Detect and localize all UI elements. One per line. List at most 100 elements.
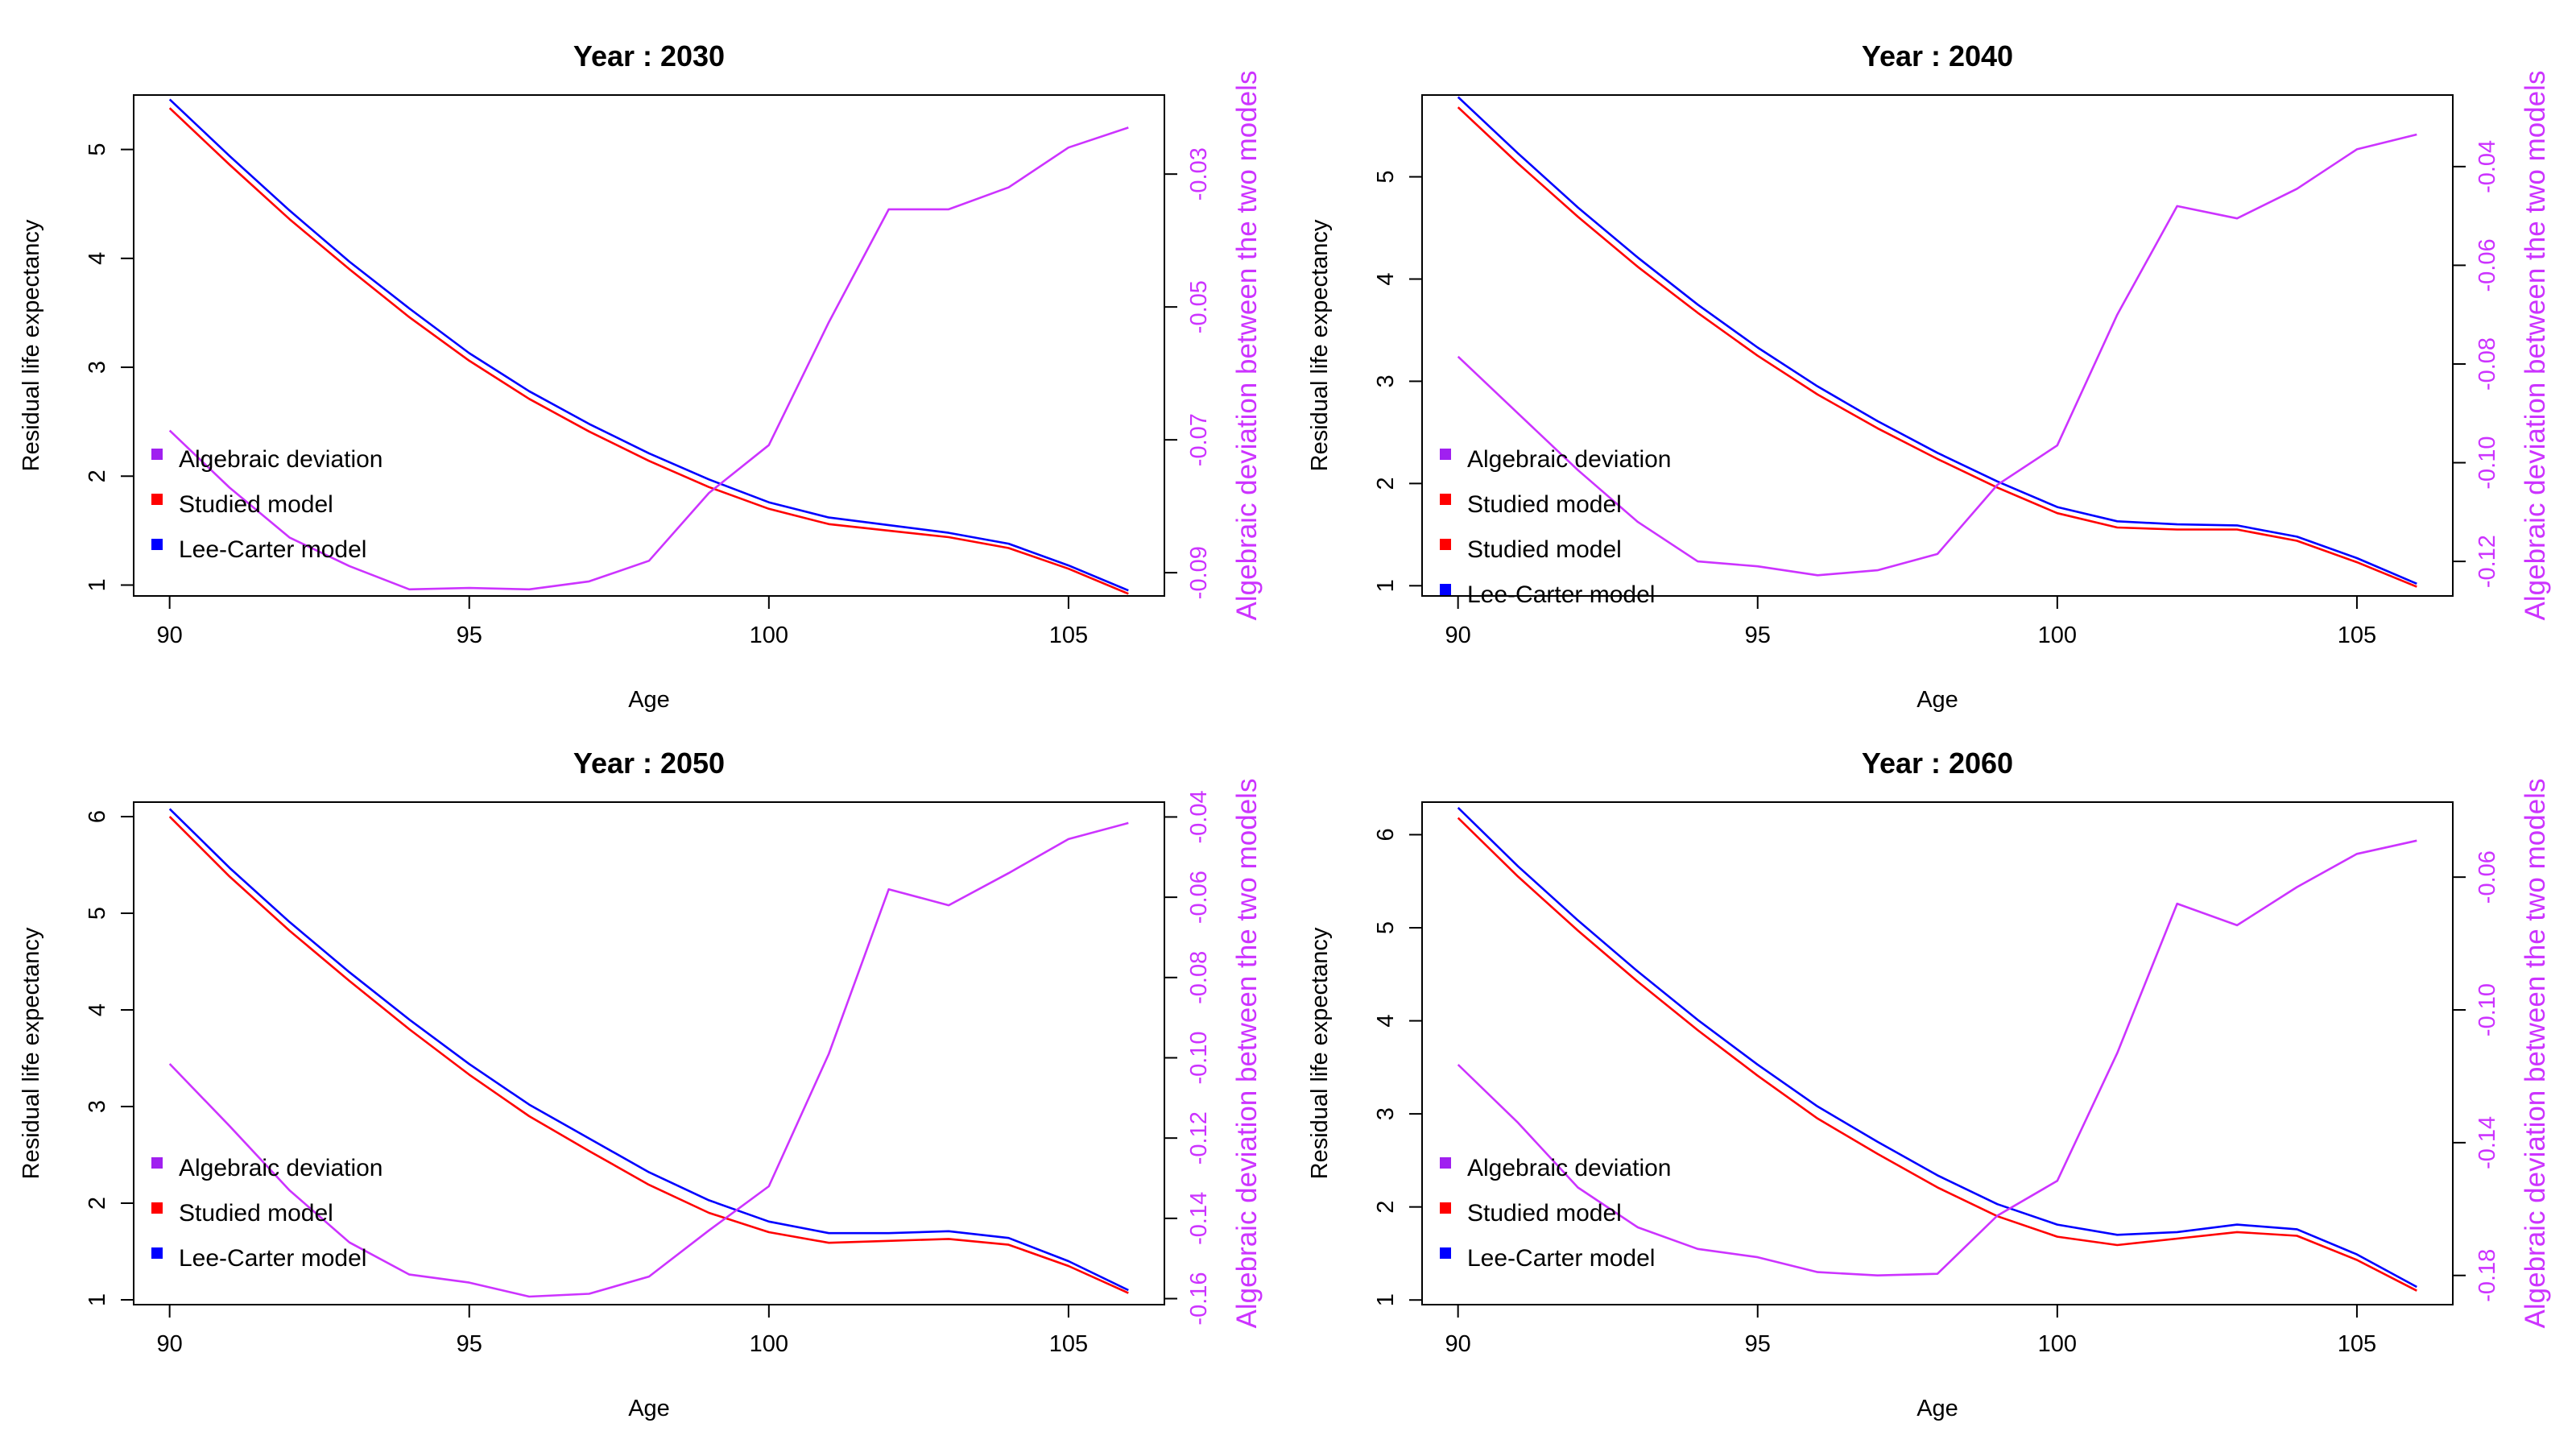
legend-swatch xyxy=(1440,494,1451,505)
legend-swatch xyxy=(151,449,163,460)
x-tick-label: 100 xyxy=(2038,1331,2077,1357)
y2-tick-label: -0.04 xyxy=(2475,140,2500,193)
y2-tick-label: -0.05 xyxy=(1186,280,1212,333)
y2-tick-label: -0.18 xyxy=(2475,1249,2500,1302)
legend-label: Studied model xyxy=(1467,491,1622,518)
y2-axis-label: Algebraic deviation between the two mode… xyxy=(1231,71,1263,621)
legend: Algebraic deviation Studied model Lee-Cart… xyxy=(1440,1155,1672,1272)
legend-label: Studied model xyxy=(1467,536,1622,563)
y2-tick-label: -0.10 xyxy=(2475,983,2500,1036)
y2-tick-label: -0.06 xyxy=(1186,871,1212,924)
x-tick-label: 105 xyxy=(2338,1331,2376,1357)
series-line-studied-model xyxy=(168,107,1129,595)
chart-panel-0: Year : 2030 90 95 100 105 Age 1 2 3 4 5 Residual li… xyxy=(19,39,1263,713)
x-tick-label: 95 xyxy=(457,1331,482,1357)
legend-swatch xyxy=(1440,1157,1451,1169)
x-axis-label: Age xyxy=(1916,687,1958,713)
legend-label: Lee-Carter model xyxy=(1467,581,1655,608)
y-tick-label: 6 xyxy=(1373,828,1399,841)
plot-frame xyxy=(133,94,1165,597)
chart-title: Year : 2040 xyxy=(1862,39,2013,72)
legend-swatch xyxy=(1440,1247,1451,1259)
x-tick-label: 90 xyxy=(157,623,183,648)
y-tick-label: 3 xyxy=(85,1100,110,1113)
series-line-algebraic-deviation xyxy=(1457,839,2417,1276)
y-tick-label: 2 xyxy=(1373,1201,1399,1214)
y-tick-label: 2 xyxy=(85,470,110,482)
y2-tick-label: -0.06 xyxy=(2475,850,2500,904)
y2-tick-label: -0.07 xyxy=(1186,413,1212,466)
plot-frame xyxy=(1421,801,2454,1305)
series-line-lee-carter-model xyxy=(168,808,1129,1292)
y-tick-label: 4 xyxy=(85,1003,110,1016)
x-tick-label: 90 xyxy=(157,1331,183,1357)
y-tick-label: 1 xyxy=(85,1293,110,1306)
y-tick-label: 1 xyxy=(85,578,110,591)
y2-tick-label: -0.10 xyxy=(1186,1031,1212,1084)
series-line-algebraic-deviation xyxy=(168,126,1129,591)
y2-tick-label: -0.08 xyxy=(2475,337,2500,391)
y2-axis-label: Algebraic deviation between the two mode… xyxy=(1231,779,1263,1329)
legend-label: Lee-Carter model xyxy=(1467,1245,1655,1272)
plot-frame xyxy=(133,801,1165,1305)
legend: Algebraic deviation Studied model Lee-Cart… xyxy=(151,1155,383,1272)
y-tick-label: 1 xyxy=(1373,1293,1399,1306)
x-tick-label: 100 xyxy=(2038,623,2077,648)
legend-label: Algebraic deviation xyxy=(1467,1155,1672,1181)
y-tick-label: 5 xyxy=(85,143,110,156)
x-tick-label: 95 xyxy=(1745,1331,1771,1357)
x-tick-label: 100 xyxy=(750,623,788,648)
legend-swatch xyxy=(151,1157,163,1169)
y2-tick-label: -0.12 xyxy=(2475,535,2500,588)
legend-label: Algebraic deviation xyxy=(179,446,383,473)
legend-label: Studied model xyxy=(1467,1200,1622,1227)
y-tick-label: 3 xyxy=(1373,374,1399,387)
x-tick-label: 105 xyxy=(1049,1331,1088,1357)
series-line-studied-model xyxy=(1457,106,2417,588)
chart-panel-2: Year : 2050 90 95 100 105 Age 1 2 3 4 5 6 Residual l… xyxy=(19,747,1263,1421)
x-axis-label: Age xyxy=(1916,1396,1958,1421)
y-tick-label: 4 xyxy=(85,252,110,265)
series-line-lee-carter-model xyxy=(1457,96,2417,585)
y-tick-label: 2 xyxy=(1373,477,1399,490)
chart-panel-1: Year : 2040 90 95 100 105 Age 1 2 3 4 5 Residual li… xyxy=(1307,39,2551,713)
x-tick-label: 95 xyxy=(457,623,482,648)
y-tick-label: 3 xyxy=(85,361,110,374)
y2-tick-label: -0.10 xyxy=(2475,436,2500,489)
x-tick-label: 100 xyxy=(750,1331,788,1357)
y2-tick-label: -0.14 xyxy=(1186,1192,1212,1245)
y2-axis-label: Algebraic deviation between the two mode… xyxy=(2520,779,2551,1329)
x-tick-label: 105 xyxy=(1049,623,1088,648)
y-tick-label: 3 xyxy=(1373,1107,1399,1120)
y-axis-label: Residual life expectancy xyxy=(1307,219,1333,471)
legend-label: Studied model xyxy=(179,1200,333,1227)
legend-swatch xyxy=(151,1247,163,1259)
legend-label: Lee-Carter model xyxy=(179,536,366,563)
y2-tick-label: -0.08 xyxy=(1186,951,1212,1004)
legend-swatch xyxy=(1440,584,1451,595)
y-axis-label: Residual life expectancy xyxy=(19,219,44,471)
legend-label: Algebraic deviation xyxy=(1467,446,1672,473)
y-tick-label: 4 xyxy=(1373,1014,1399,1027)
y-tick-label: 1 xyxy=(1373,579,1399,592)
legend-label: Algebraic deviation xyxy=(179,1155,383,1181)
x-axis-label: Age xyxy=(628,1396,670,1421)
x-tick-label: 90 xyxy=(1445,623,1471,648)
y-tick-label: 5 xyxy=(1373,921,1399,934)
y-axis-label: Residual life expectancy xyxy=(19,927,44,1179)
y2-tick-label: -0.12 xyxy=(1186,1111,1212,1165)
legend-swatch xyxy=(151,539,163,550)
legend-swatch xyxy=(1440,449,1451,460)
y-tick-label: 6 xyxy=(85,810,110,823)
series-line-lee-carter-model xyxy=(168,98,1129,592)
chart-title: Year : 2030 xyxy=(573,39,725,72)
y2-tick-label: -0.06 xyxy=(2475,238,2500,292)
y-tick-label: 5 xyxy=(1373,170,1399,183)
chart-title: Year : 2050 xyxy=(573,747,725,780)
legend-swatch xyxy=(151,1202,163,1214)
y2-axis-label: Algebraic deviation between the two mode… xyxy=(2520,71,2551,621)
series-line-studied-model xyxy=(1457,817,2417,1292)
plot-frame xyxy=(1421,94,2454,597)
legend: Algebraic deviation Studied model Lee-Cart… xyxy=(151,446,383,563)
